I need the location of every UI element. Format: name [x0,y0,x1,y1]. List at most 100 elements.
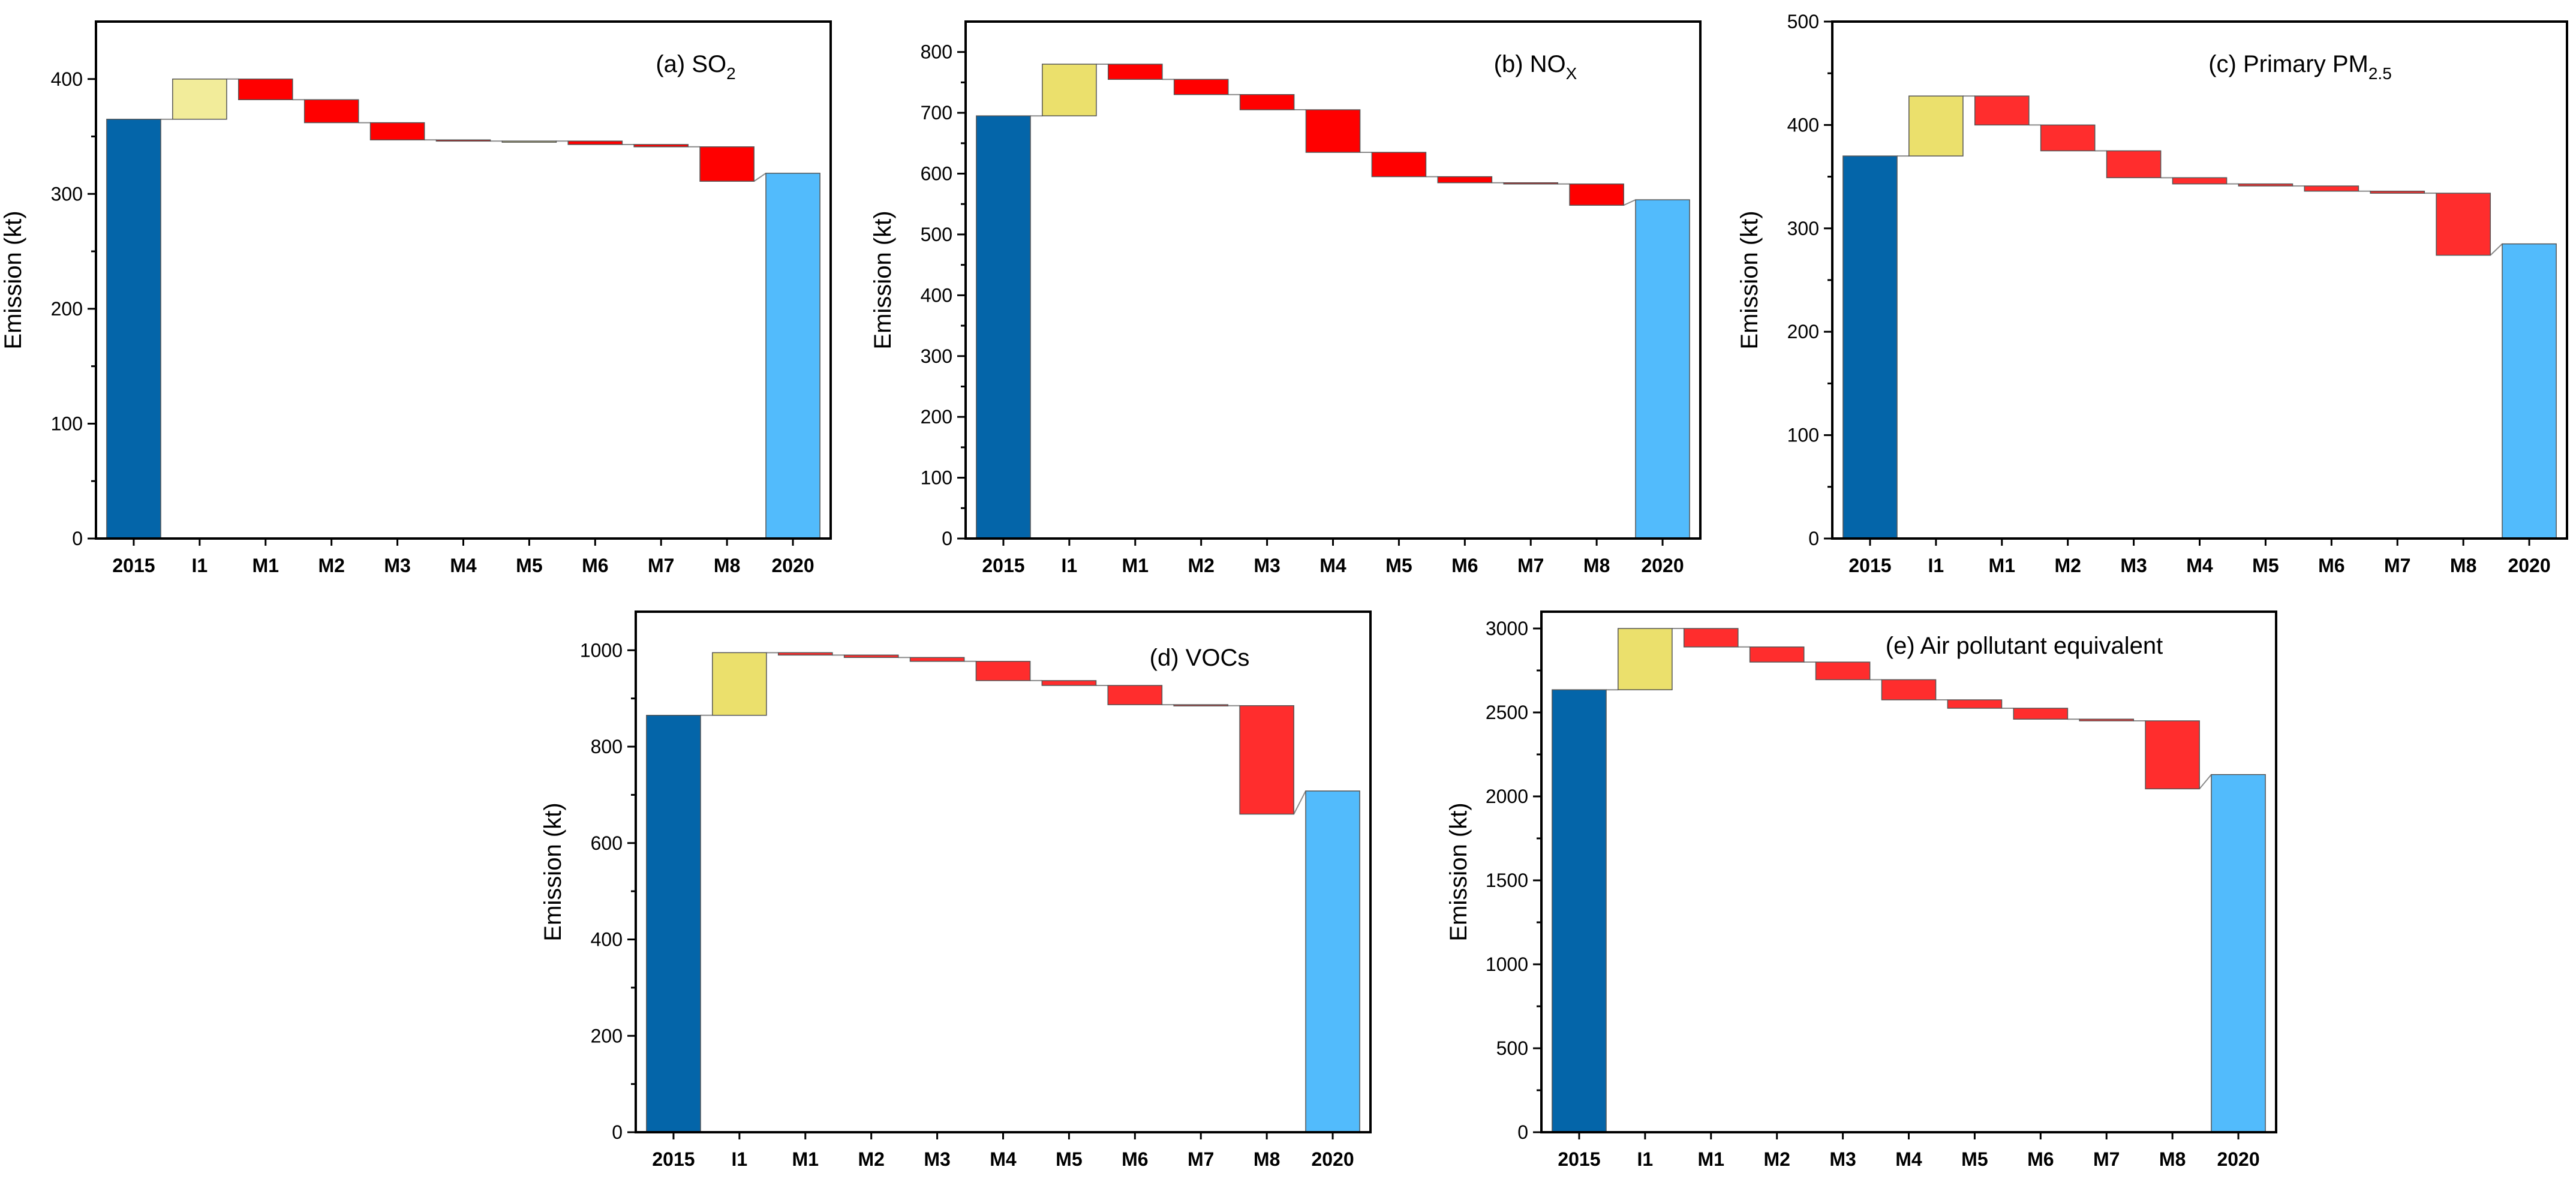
bar-m1 [1683,628,1739,648]
bar-m8 [699,146,755,182]
bar-m2 [1173,79,1229,95]
x-tick-label: M4 [2186,555,2213,576]
bar-i1 [1908,95,1964,157]
y-tick-label: 0 [612,1121,623,1143]
panel-b: 0 100 200 300 400 500 600 700 800 2015 I1 M1 M2 M3 M4 M… [870,20,1702,576]
x-tick-label: 2015 [1558,1148,1600,1170]
x-tick-label: I1 [732,1148,748,1170]
bar-m7 [2370,190,2425,194]
bar-m5 [1041,680,1097,686]
bar-m1 [1974,95,2030,126]
x-tick-label: M8 [2450,555,2476,576]
bar-m8 [2145,720,2200,790]
x-tick-label: M1 [1122,555,1149,576]
y-tick-label: 200 [51,298,83,320]
bar-2015 [976,115,1031,539]
bar-m3 [1815,661,1871,681]
x-tick-label: 2020 [1311,1148,1354,1170]
panel-e: 0 500 1000 1500 2000 2500 3000 2015 I1 M1 M2 M3 M4 M5… [1445,610,2277,1170]
bar-i1 [172,79,227,120]
x-tick-label: M8 [1583,555,1610,576]
bar-m3 [2106,150,2162,179]
y-tick-label: 0 [72,528,83,549]
x-tick-label: M3 [1254,555,1280,576]
x-tick-label: M2 [1188,555,1214,576]
bar-m5 [1371,152,1427,178]
bar-m1 [777,652,833,656]
y-tick-label: 400 [51,68,83,90]
panel-a: 0 100 200 300 400 2015 I1 M1 M2 M3 M4 M5 M6 M7 M8 2020 E… [0,20,832,576]
x-tick-label: M6 [582,555,608,576]
y-axis-label: Emission (kt) [0,210,26,349]
x-tick-label: M3 [384,555,410,576]
bar-m6 [567,140,623,145]
y-tick-label: 300 [921,345,952,367]
bar-2015 [646,715,701,1133]
y-tick-label: 1500 [1486,870,1528,891]
y-tick-label: 100 [51,413,83,434]
x-tick-label: M7 [2093,1148,2120,1170]
x-tick-label: M5 [516,555,542,576]
x-tick-label: M4 [1895,1148,1922,1170]
bar-m2 [2040,124,2096,152]
y-tick-label: 100 [1787,425,1819,446]
bar-m8 [1239,705,1294,815]
y-tick-label: 300 [51,183,83,204]
x-tick-label: M8 [1254,1148,1280,1170]
y-tick-label: 3000 [1486,618,1528,639]
x-tick-label: M5 [1056,1148,1082,1170]
bar-m1 [238,79,293,101]
x-tick-label: 2015 [652,1148,695,1170]
panel-title: (c) Primary PM2.5 [2208,51,2392,83]
y-tick-label: 500 [1787,11,1819,32]
x-tick-label: 2015 [982,555,1024,576]
connector-line [753,173,767,182]
x-tick-label: M6 [1451,555,1478,576]
y-tick-label: 800 [591,736,623,757]
x-tick-label: M2 [318,555,344,576]
y-tick-label: 200 [1787,321,1819,342]
bar-m6 [2304,185,2359,192]
x-tick-label: M2 [858,1148,884,1170]
x-tick-label: M2 [2054,555,2081,576]
y-axis-label: Emission (kt) [540,802,566,941]
bar-m3 [1239,94,1295,110]
x-tick-label: M5 [2252,555,2279,576]
x-tick-label: M2 [1763,1148,1790,1170]
bar-2020 [2211,774,2266,1133]
y-tick-label: 1000 [1486,954,1528,975]
bar-m3 [369,122,425,141]
y-tick-label: 1000 [580,639,623,661]
bar-2020 [1635,199,1690,539]
bar-m6 [2013,708,2069,720]
y-axis-label: Emission (kt) [870,210,896,349]
bar-m4 [2172,177,2228,185]
bar-m5 [2238,183,2294,187]
bar-m2 [843,654,899,658]
x-tick-label: M4 [1319,555,1346,576]
x-tick-label: M1 [792,1148,819,1170]
y-tick-label: 600 [591,832,623,854]
panel-title-subscript: X [1566,64,1577,83]
x-tick-label: 2020 [771,555,814,576]
y-tick-label: 500 [1496,1037,1528,1059]
bar-2020 [765,173,820,539]
x-tick-label: I1 [1062,555,1078,576]
x-tick-label: I1 [192,555,208,576]
bar-m2 [303,99,359,124]
panel-title: (d) VOCs [1150,645,1250,671]
x-tick-label: M1 [1989,555,2015,576]
bar-m7 [2079,718,2135,721]
bar-m5 [501,140,557,143]
bar-m4 [435,139,491,142]
y-axis-label: Emission (kt) [1736,210,1763,349]
panel-title-main: (d) VOCs [1150,645,1250,671]
bar-2015 [1842,155,1898,539]
x-tick-label: M4 [990,1148,1017,1170]
y-tick-label: 0 [1808,528,1819,549]
x-tick-label: M4 [450,555,477,576]
bar-2015 [1552,689,1607,1133]
bar-m5 [1947,699,2003,709]
panel-title-subscript: 2 [726,64,736,83]
x-tick-label: M5 [1385,555,1412,576]
